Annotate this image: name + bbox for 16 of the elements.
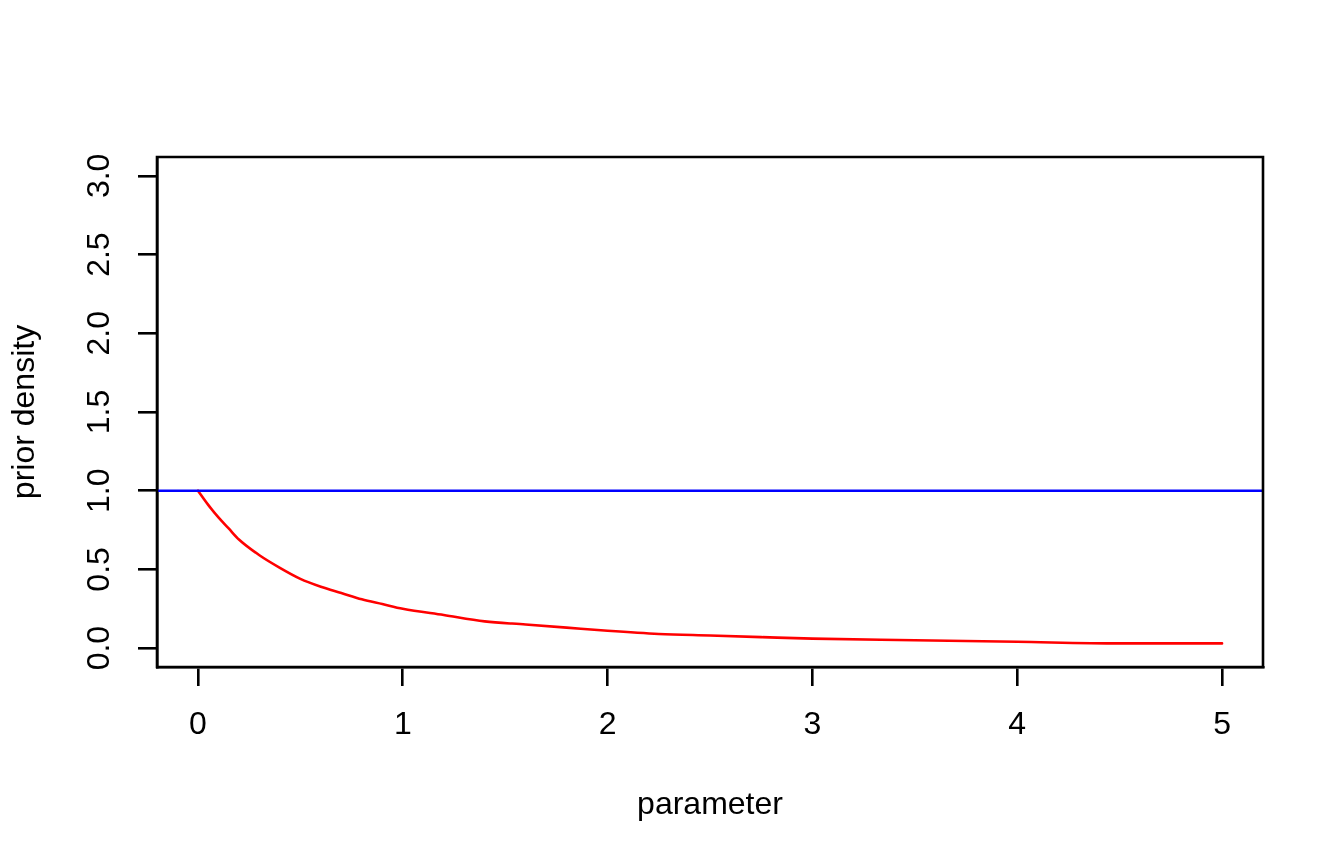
line-series <box>196 489 1224 645</box>
y-tick-label: 0.5 <box>79 547 116 592</box>
x-tick-label: 2 <box>598 705 617 742</box>
x-tick-label: 3 <box>803 705 822 742</box>
y-tick-label: 2.5 <box>79 232 116 277</box>
x-tick-label: 5 <box>1213 705 1231 742</box>
y-tick-label: 1.5 <box>79 389 116 435</box>
x-tick-label: 4 <box>1008 705 1027 742</box>
y-tick-label: 0.0 <box>79 625 116 671</box>
y-tick-label: 1.0 <box>79 468 116 513</box>
x-axis-title: parameter <box>637 784 784 821</box>
x-tick-label: 1 <box>393 705 412 742</box>
y-tick-label: 2.0 <box>79 311 116 356</box>
y-axis-title: prior density <box>5 324 42 500</box>
x-tick-label: 0 <box>189 705 207 742</box>
y-tick-label: 3.0 <box>79 153 116 199</box>
